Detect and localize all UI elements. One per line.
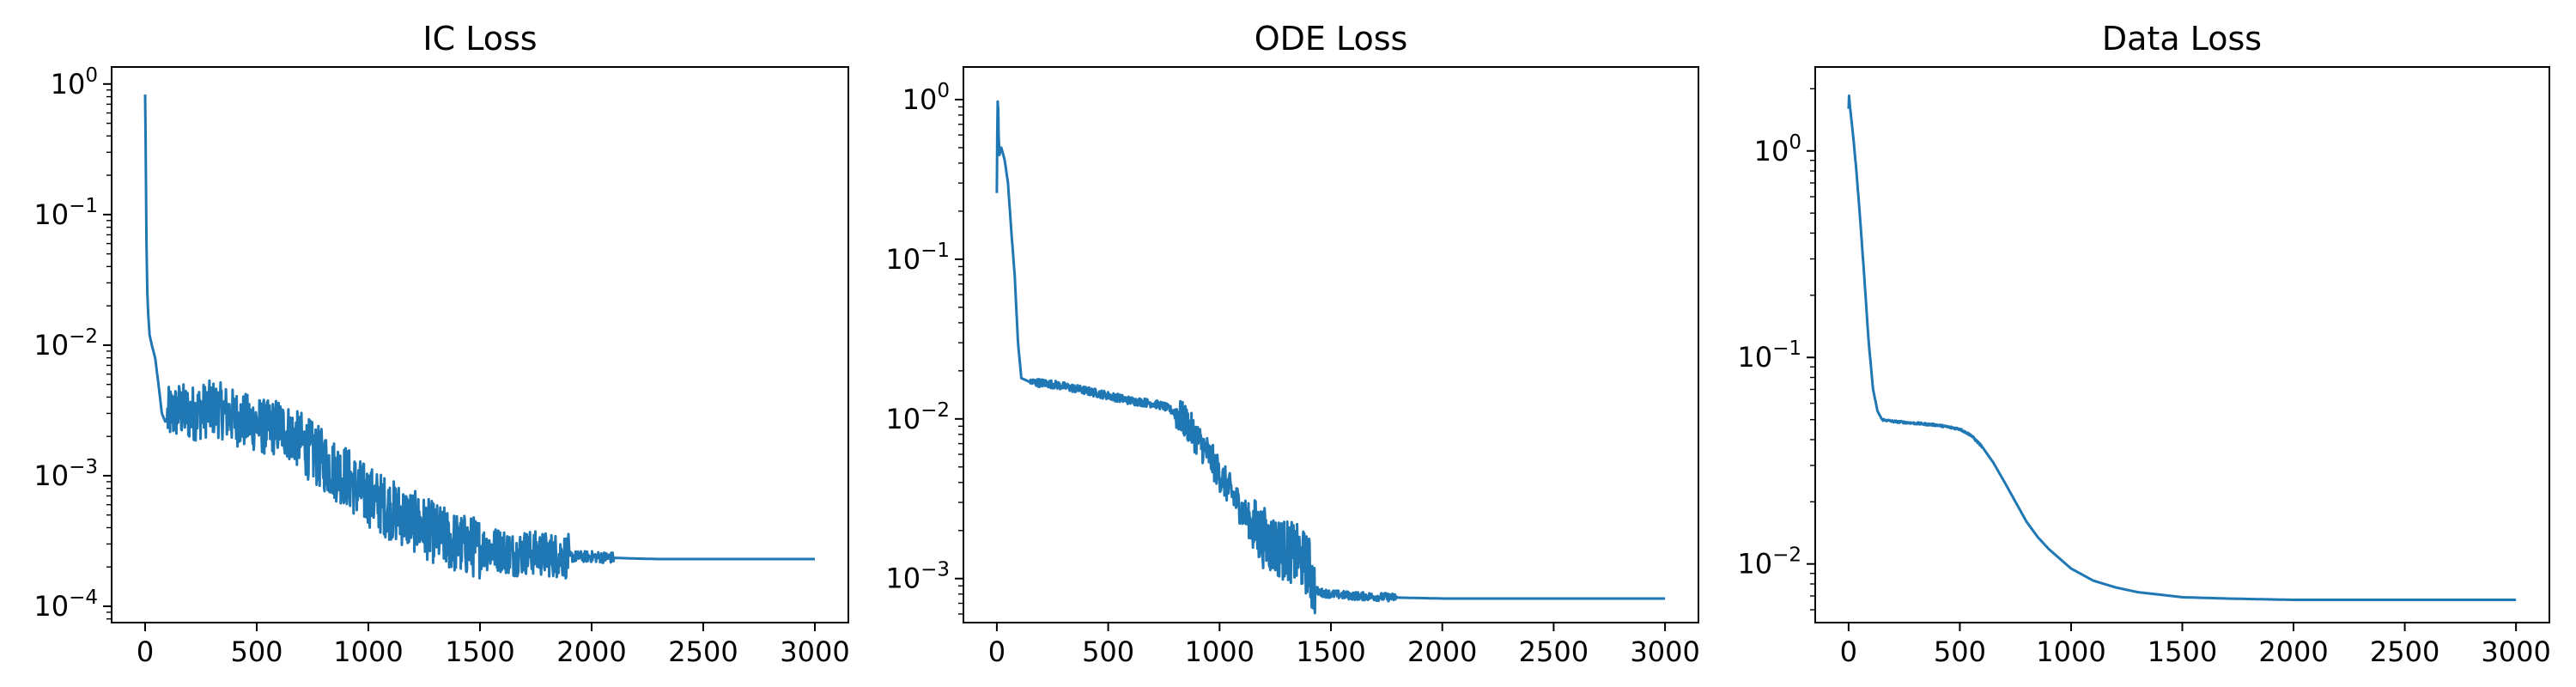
ode-loss-xtick-label: 2000 [1407, 635, 1477, 668]
ode-loss-ytick-label: 10−1 [885, 240, 950, 276]
ic-loss-panel: IC Loss 0 500 1000 1500 2000 2500 3000 10−410−… [33, 20, 849, 668]
ic-loss-xtick-label: 1000 [333, 635, 403, 668]
data-loss-title: Data Loss [2102, 20, 2262, 58]
data-loss-xtick-label: 1000 [2036, 635, 2105, 668]
data-loss-xtick-label: 2000 [2258, 635, 2328, 668]
data-loss-ytick-label: 100 [1754, 131, 1801, 167]
ode-loss-y-axis: 10−3 10−2 10−1 100 [885, 80, 963, 615]
ode-loss-series [995, 100, 1667, 615]
ode-loss-line [995, 100, 1667, 615]
ode-loss-x-axis: 0 500 1000 1500 2000 2500 3000 [988, 623, 1700, 668]
ic-loss-xtick-label: 0 [137, 635, 154, 668]
ode-loss-ytick-label: 100 [902, 80, 950, 116]
data-loss-xtick-label: 2500 [2370, 635, 2439, 668]
ic-loss-series [143, 94, 816, 580]
ic-loss-ytick-label: 10−3 [33, 456, 98, 492]
data-loss-y-axis: 10−2 10−1 100 [1737, 88, 1815, 611]
ode-loss-panel: ODE Loss 0 500 1000 1500 2000 2500 3000 10−310… [885, 20, 1699, 668]
data-loss-xtick-label: 1500 [2148, 635, 2217, 668]
ic-loss-ytick-label: 10−4 [33, 587, 98, 623]
data-loss-x-axis: 0 500 1000 1500 2000 2500 3000 [1840, 623, 2551, 668]
ode-loss-xtick-label: 1500 [1296, 635, 1365, 668]
ode-loss-xtick-label: 0 [988, 635, 1005, 668]
data-loss-panel: Data Loss 0 500 1000 1500 2000 2500 3000 10−21… [1737, 20, 2550, 668]
ode-loss-xtick-label: 2500 [1519, 635, 1589, 668]
data-loss-ytick-label: 10−1 [1737, 337, 1801, 374]
ic-loss-plot-frame [111, 66, 849, 623]
ic-loss-ytick-label: 10−1 [33, 195, 98, 231]
ic-loss-line [143, 94, 816, 580]
ode-loss-ytick-label: 10−2 [885, 399, 950, 435]
data-loss-series [1847, 94, 2518, 601]
ode-loss-xtick-label: 500 [1082, 635, 1134, 668]
ode-loss-plot-frame [963, 66, 1699, 623]
ode-loss-title: ODE Loss [1255, 20, 1408, 58]
ic-loss-ytick-label: 10−2 [33, 325, 98, 362]
ic-loss-xtick-label: 2500 [668, 635, 738, 668]
ic-loss-x-axis: 0 500 1000 1500 2000 2500 3000 [137, 623, 850, 668]
ic-loss-y-axis: 10−4 10−3 10−2 10−1 100 [33, 64, 112, 623]
ic-loss-xtick-label: 500 [230, 635, 283, 668]
data-loss-xtick-label: 3000 [2481, 635, 2550, 668]
ode-loss-ytick-label: 10−3 [885, 559, 950, 595]
ic-loss-xtick-label: 2000 [556, 635, 626, 668]
data-loss-plot-frame [1814, 66, 2550, 623]
data-loss-ytick-label: 10−2 [1737, 544, 1801, 581]
ic-loss-ytick-label: 100 [51, 64, 98, 100]
ic-loss-xtick-label: 1500 [445, 635, 514, 668]
ode-loss-xtick-label: 1000 [1185, 635, 1255, 668]
ic-loss-title: IC Loss [422, 20, 537, 58]
ode-loss-xtick-label: 3000 [1630, 635, 1699, 668]
data-loss-xtick-label: 500 [1934, 635, 1986, 668]
data-loss-line [1847, 94, 2518, 601]
ic-loss-xtick-label: 3000 [780, 635, 849, 668]
data-loss-xtick-label: 0 [1840, 635, 1857, 668]
